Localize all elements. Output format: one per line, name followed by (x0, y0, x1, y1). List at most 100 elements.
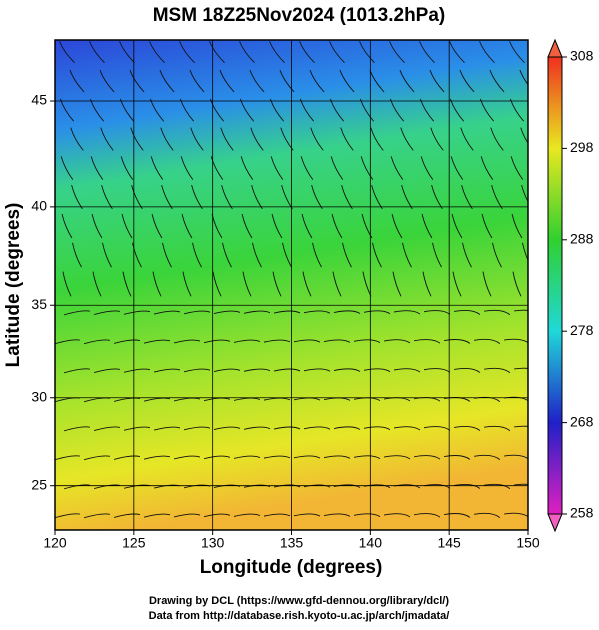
x-tick-label: 125 (122, 535, 146, 551)
streamline (383, 339, 411, 344)
streamline (220, 127, 234, 151)
streamline (293, 455, 321, 459)
streamline (250, 127, 264, 151)
streamline (173, 455, 201, 460)
streamline (492, 242, 502, 268)
streamline (153, 426, 181, 431)
streamline (213, 426, 241, 430)
streamline (309, 69, 325, 93)
streamline (219, 69, 235, 93)
streamline (120, 156, 134, 180)
streamline (400, 127, 414, 151)
streamline (299, 41, 315, 63)
streamline (389, 41, 405, 63)
streamline (100, 127, 114, 151)
streamline (360, 156, 374, 180)
streamline (159, 69, 175, 93)
streamline (83, 513, 110, 519)
streamline (61, 213, 73, 239)
streamline (484, 425, 511, 432)
streamline (113, 455, 141, 460)
streamline (423, 484, 451, 489)
streamline (263, 339, 291, 343)
streamline (423, 426, 451, 431)
streamline (519, 69, 528, 86)
streamline (282, 242, 292, 268)
streamline (203, 513, 231, 518)
streamline (132, 242, 142, 268)
streamline (173, 513, 201, 518)
x-tick-label: 130 (201, 535, 225, 551)
streamline (273, 368, 301, 372)
streamline (333, 426, 361, 430)
streamline (90, 156, 104, 180)
streamline (123, 426, 151, 431)
streamline (353, 339, 381, 344)
streamline (233, 455, 261, 459)
streamline (241, 213, 253, 239)
y-axis-label: Latitude (degrees) (3, 203, 24, 368)
streamline (273, 310, 301, 314)
streamline (203, 339, 231, 344)
streamline (301, 213, 313, 239)
streamline (504, 454, 528, 460)
streamline (452, 271, 462, 297)
x-tick-label: 145 (437, 535, 461, 551)
streamline (312, 242, 322, 268)
streamline (233, 513, 261, 517)
streamline (92, 271, 102, 297)
streamline (393, 426, 421, 431)
streamline (489, 69, 505, 93)
colorbar-tick-label: 298 (570, 139, 594, 155)
streamline (323, 455, 351, 459)
streamline (242, 271, 252, 297)
streamline (342, 242, 352, 268)
streamline (272, 271, 282, 297)
streamline (302, 271, 312, 297)
y-tick-label: 35 (31, 296, 47, 312)
colorbar-tick-label: 308 (570, 48, 594, 64)
streamline (432, 242, 442, 268)
x-axis-label: Longitude (degrees) (200, 557, 383, 578)
streamline (213, 368, 241, 372)
streamline (520, 127, 528, 144)
streamline (93, 368, 121, 374)
streamline (243, 368, 271, 372)
streamline (179, 41, 195, 63)
streamline (353, 513, 381, 518)
streamline (113, 397, 141, 402)
streamline (153, 368, 181, 373)
streamline (444, 513, 471, 518)
streamline (153, 310, 181, 315)
streamline (263, 513, 291, 517)
streamline (444, 455, 471, 460)
streamline (480, 156, 494, 180)
streamline (55, 455, 80, 461)
x-tick-label: 120 (43, 535, 67, 551)
streamline (509, 41, 525, 63)
streamline (72, 242, 82, 268)
colorbar-tick-label: 268 (570, 413, 594, 429)
streamline (392, 271, 402, 297)
streamline (303, 426, 331, 430)
streamline (413, 455, 441, 460)
streamline (450, 156, 464, 180)
streamline (273, 484, 301, 488)
streamline (279, 69, 295, 93)
streamline (514, 483, 528, 486)
streamline (149, 41, 165, 63)
y-tick-label: 45 (31, 92, 47, 108)
streamline (303, 368, 331, 372)
streamline (454, 368, 481, 373)
colorbar-tick-label: 258 (570, 505, 594, 521)
streamline (129, 69, 145, 93)
streamline (270, 156, 284, 180)
streamline (303, 310, 331, 314)
streamline (402, 242, 412, 268)
streamline (413, 513, 441, 518)
streamline (323, 513, 351, 517)
streamline (390, 156, 404, 180)
y-tick-label: 25 (31, 476, 47, 492)
streamline (59, 41, 75, 63)
streamline (271, 213, 283, 239)
